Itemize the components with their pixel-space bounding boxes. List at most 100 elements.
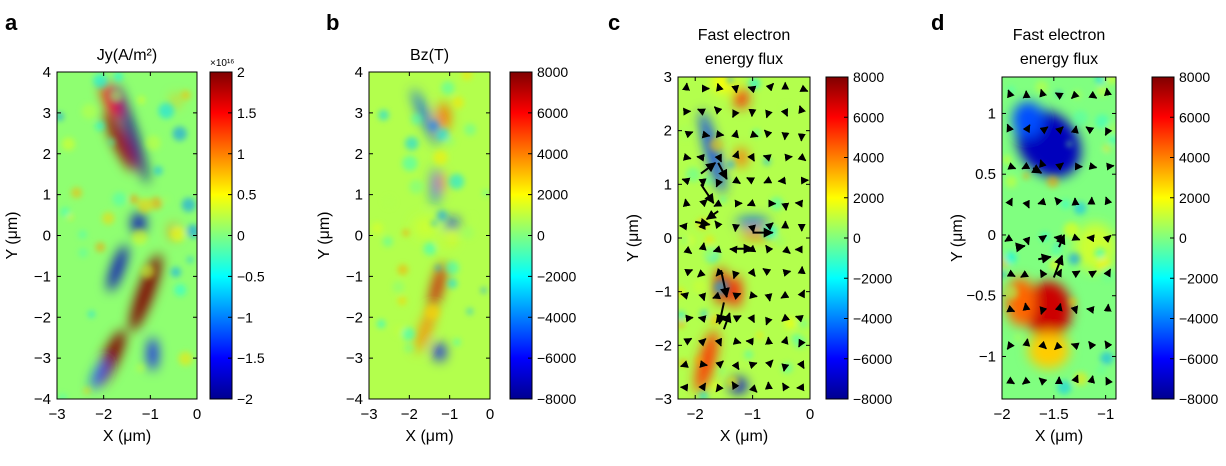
quiver-arrow <box>1070 90 1080 100</box>
texture-spot <box>1022 172 1030 180</box>
y-tick-label: −3 <box>346 350 363 367</box>
texture-spot <box>1003 251 1017 265</box>
texture-spot <box>410 113 423 125</box>
quiver-arrow <box>765 222 774 231</box>
quiver-arrow <box>679 360 689 368</box>
plot-title-line-2: energy flux <box>705 51 783 68</box>
quiver-arrow <box>1022 124 1031 134</box>
quiver-arrow <box>714 337 722 347</box>
y-tick-label: 3 <box>664 69 672 86</box>
y-tick-label: −1 <box>979 348 996 365</box>
panel-letter: d <box>931 10 944 35</box>
quiver-arrow <box>716 82 724 92</box>
heatmap-region <box>437 174 446 191</box>
quiver-arrow <box>780 290 790 299</box>
colorbar-tick-label: 1.5 <box>237 105 257 121</box>
y-tick-label: 2 <box>43 146 51 163</box>
texture-spot <box>1108 135 1116 144</box>
y-tick-label: −3 <box>34 350 51 367</box>
heatmap-region <box>114 82 149 184</box>
y-tick-label: 1 <box>664 176 672 193</box>
quiver-arrow <box>1070 305 1079 315</box>
quiver-arrow <box>1087 375 1096 384</box>
y-tick-label: 4 <box>43 64 51 81</box>
colorbar-tick-label: 2000 <box>537 187 568 203</box>
x-tick-label: −2 <box>95 406 112 423</box>
quiver-arrow <box>715 383 724 393</box>
x-tick-label: −2 <box>993 406 1010 423</box>
quiver-arrow <box>781 313 791 322</box>
colorbar: −8000 −6000 −4000 −2000 0 2000 4000 6000 8000 <box>825 69 893 407</box>
quiver-arrow <box>1087 270 1097 279</box>
texture-spot <box>453 338 461 346</box>
quiver-arrow <box>747 85 757 94</box>
quiver-arrow <box>765 109 773 119</box>
quiver-arrow <box>682 153 692 161</box>
texture-spot <box>1068 252 1081 265</box>
texture-spot <box>700 309 709 318</box>
texture-spot <box>402 155 418 172</box>
heatmap-field <box>57 72 197 399</box>
x-tick-label: −2 <box>401 406 418 423</box>
quiver-arrow <box>1054 92 1064 100</box>
texture-spot <box>1046 175 1059 188</box>
quiver-arrow <box>705 209 719 221</box>
texture-spot <box>703 246 716 259</box>
quiver-arrow <box>731 150 740 160</box>
heatmap-field <box>1002 77 1116 399</box>
texture-spot <box>798 318 809 329</box>
heatmap-region <box>1027 332 1070 369</box>
quiver-arrow <box>1104 87 1112 97</box>
texture-spot <box>112 192 127 207</box>
quiver-arrow <box>699 360 708 368</box>
colorbar-tick-label: 4000 <box>1179 150 1210 166</box>
quiver-arrow <box>1020 270 1030 278</box>
texture-spot <box>382 236 393 247</box>
texture-spot <box>83 387 91 395</box>
quiver-arrow <box>765 82 775 92</box>
quiver-arrow <box>781 202 790 212</box>
texture-spot <box>726 160 735 169</box>
quiver-arrow <box>746 198 756 207</box>
texture-spot <box>101 212 115 225</box>
texture-spot <box>428 120 439 132</box>
texture-spot <box>377 319 386 329</box>
texture-spot <box>717 366 727 376</box>
quiver-arrow <box>1056 234 1066 248</box>
y-tick-label: 2 <box>664 123 672 140</box>
panel-letter: a <box>5 10 18 35</box>
colorbar-exponent: ×10¹⁶ <box>210 58 234 69</box>
texture-spot <box>158 102 175 119</box>
quiver-arrow <box>1022 302 1031 311</box>
heatmap-region <box>1012 101 1044 138</box>
quiver-arrow <box>762 267 772 276</box>
quiver-arrow <box>780 107 789 117</box>
quiver-arrow <box>1105 376 1113 386</box>
texture-spot <box>404 136 419 151</box>
texture-spot <box>93 73 108 89</box>
quiver-arrow <box>1071 233 1081 241</box>
texture-spot <box>145 135 161 151</box>
quiver-arrow <box>1106 162 1115 171</box>
quiver-arrow <box>1006 123 1014 133</box>
texture-spot <box>108 89 123 104</box>
quiver-arrow <box>747 152 755 162</box>
quiver-arrow <box>1052 254 1064 278</box>
texture-spot <box>1013 333 1022 342</box>
quiver-arrow <box>1039 88 1047 98</box>
quiver-arrow <box>715 130 725 139</box>
texture-spot <box>482 189 490 197</box>
texture-spot <box>461 226 475 239</box>
quiver-arrow <box>746 177 756 185</box>
quiver-arrow <box>680 292 689 300</box>
y-tick-label: 0 <box>988 227 996 244</box>
texture-spot <box>685 167 701 183</box>
texture-spot <box>792 334 801 343</box>
colorbar-tick-label: −4000 <box>853 311 893 327</box>
texture-spot <box>172 126 187 141</box>
quiver-arrow <box>749 130 759 138</box>
texture-spot <box>703 175 712 185</box>
quiver-arrow <box>732 337 742 345</box>
colorbar-tick-label: 6000 <box>537 105 568 121</box>
texture-spot <box>186 224 197 239</box>
